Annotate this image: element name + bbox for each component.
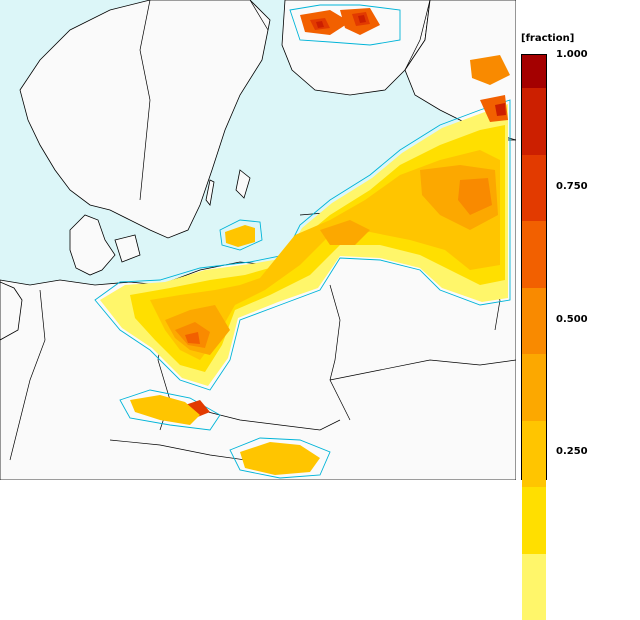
legend-swatch-1	[522, 55, 546, 88]
legend-swatch-3	[522, 155, 546, 222]
legend-swatch-9	[522, 554, 546, 620]
legend-swatch-8	[522, 487, 546, 554]
legend-swatch-6	[522, 354, 546, 421]
legend-tick-0250: 0.250	[556, 446, 588, 457]
legend-tick-1000: 1.000	[556, 49, 588, 60]
color-scale-bar	[521, 54, 547, 480]
legend-swatch-7	[522, 421, 546, 488]
map-canvas	[0, 0, 516, 480]
legend-tick-0500: 0.500	[556, 314, 588, 325]
legend-tick-0750: 0.750	[556, 181, 588, 192]
legend-unit-label: [fraction]	[521, 33, 574, 44]
legend-swatch-4	[522, 221, 546, 288]
legend-swatch-2	[522, 88, 546, 155]
legend-swatch-5	[522, 288, 546, 355]
